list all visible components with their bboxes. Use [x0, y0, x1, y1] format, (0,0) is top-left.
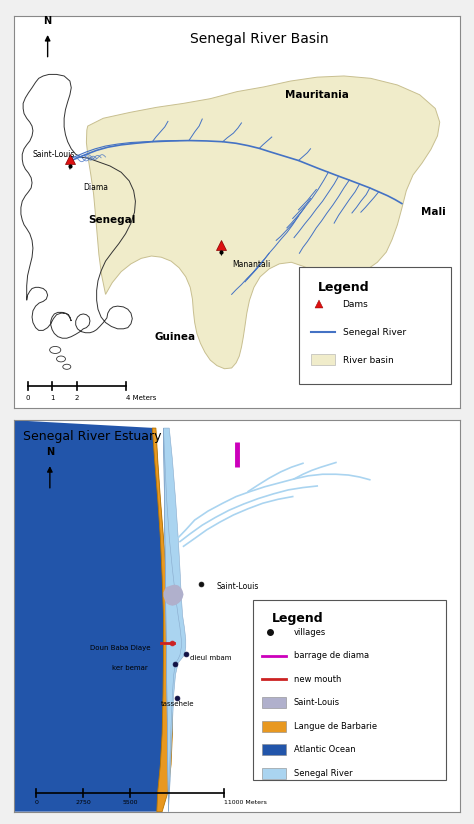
Text: 0: 0: [25, 395, 30, 401]
Text: Mauritania: Mauritania: [285, 90, 349, 100]
Text: tassehele: tassehele: [161, 701, 195, 707]
Text: Guinea: Guinea: [154, 332, 195, 343]
Text: Manantali: Manantali: [233, 260, 271, 269]
Polygon shape: [152, 428, 173, 812]
Polygon shape: [164, 585, 183, 606]
Text: Dams: Dams: [343, 300, 368, 309]
FancyBboxPatch shape: [300, 267, 451, 384]
Text: Senegal River Estuary: Senegal River Estuary: [23, 430, 162, 443]
Polygon shape: [164, 428, 186, 812]
Text: Atlantic Ocean: Atlantic Ocean: [293, 745, 355, 754]
Text: Senegal River: Senegal River: [293, 769, 352, 778]
Text: new mouth: new mouth: [293, 675, 341, 684]
Text: 11000 Meters: 11000 Meters: [224, 800, 266, 805]
Bar: [262, 721, 286, 732]
Text: 2: 2: [74, 395, 79, 401]
Text: Doun Baba Diaye: Doun Baba Diaye: [90, 645, 150, 651]
Text: barrage de diama: barrage de diama: [293, 651, 369, 660]
Text: Saint-Louis: Saint-Louis: [32, 150, 74, 159]
Bar: [262, 768, 286, 779]
FancyBboxPatch shape: [253, 600, 447, 780]
Text: Legend: Legend: [318, 281, 369, 293]
Text: Legend: Legend: [272, 612, 324, 625]
Text: Mali: Mali: [420, 207, 446, 218]
Bar: [310, 354, 335, 365]
Text: Langue de Barbarie: Langue de Barbarie: [293, 722, 377, 731]
Polygon shape: [86, 76, 440, 369]
Text: N: N: [44, 16, 52, 26]
Text: Saint-Louis: Saint-Louis: [293, 698, 340, 707]
Text: ker bemar: ker bemar: [112, 665, 148, 671]
Bar: [262, 697, 286, 709]
Text: Diama: Diama: [83, 183, 108, 192]
Polygon shape: [14, 420, 173, 812]
Text: Senegal River: Senegal River: [343, 328, 406, 337]
Text: River basin: River basin: [343, 356, 393, 365]
Text: Senegal River Basin: Senegal River Basin: [190, 32, 328, 46]
Text: Saint-Louis: Saint-Louis: [217, 582, 259, 591]
Text: 5500: 5500: [122, 800, 138, 805]
Text: N: N: [46, 447, 54, 457]
Text: 0: 0: [35, 800, 38, 805]
Text: 2750: 2750: [75, 800, 91, 805]
Text: 1: 1: [50, 395, 55, 401]
Bar: [262, 744, 286, 756]
Text: 4 Meters: 4 Meters: [126, 395, 156, 401]
Text: villages: villages: [293, 628, 326, 637]
Text: Senegal: Senegal: [89, 215, 136, 225]
Text: dieul mbam: dieul mbam: [190, 655, 232, 661]
